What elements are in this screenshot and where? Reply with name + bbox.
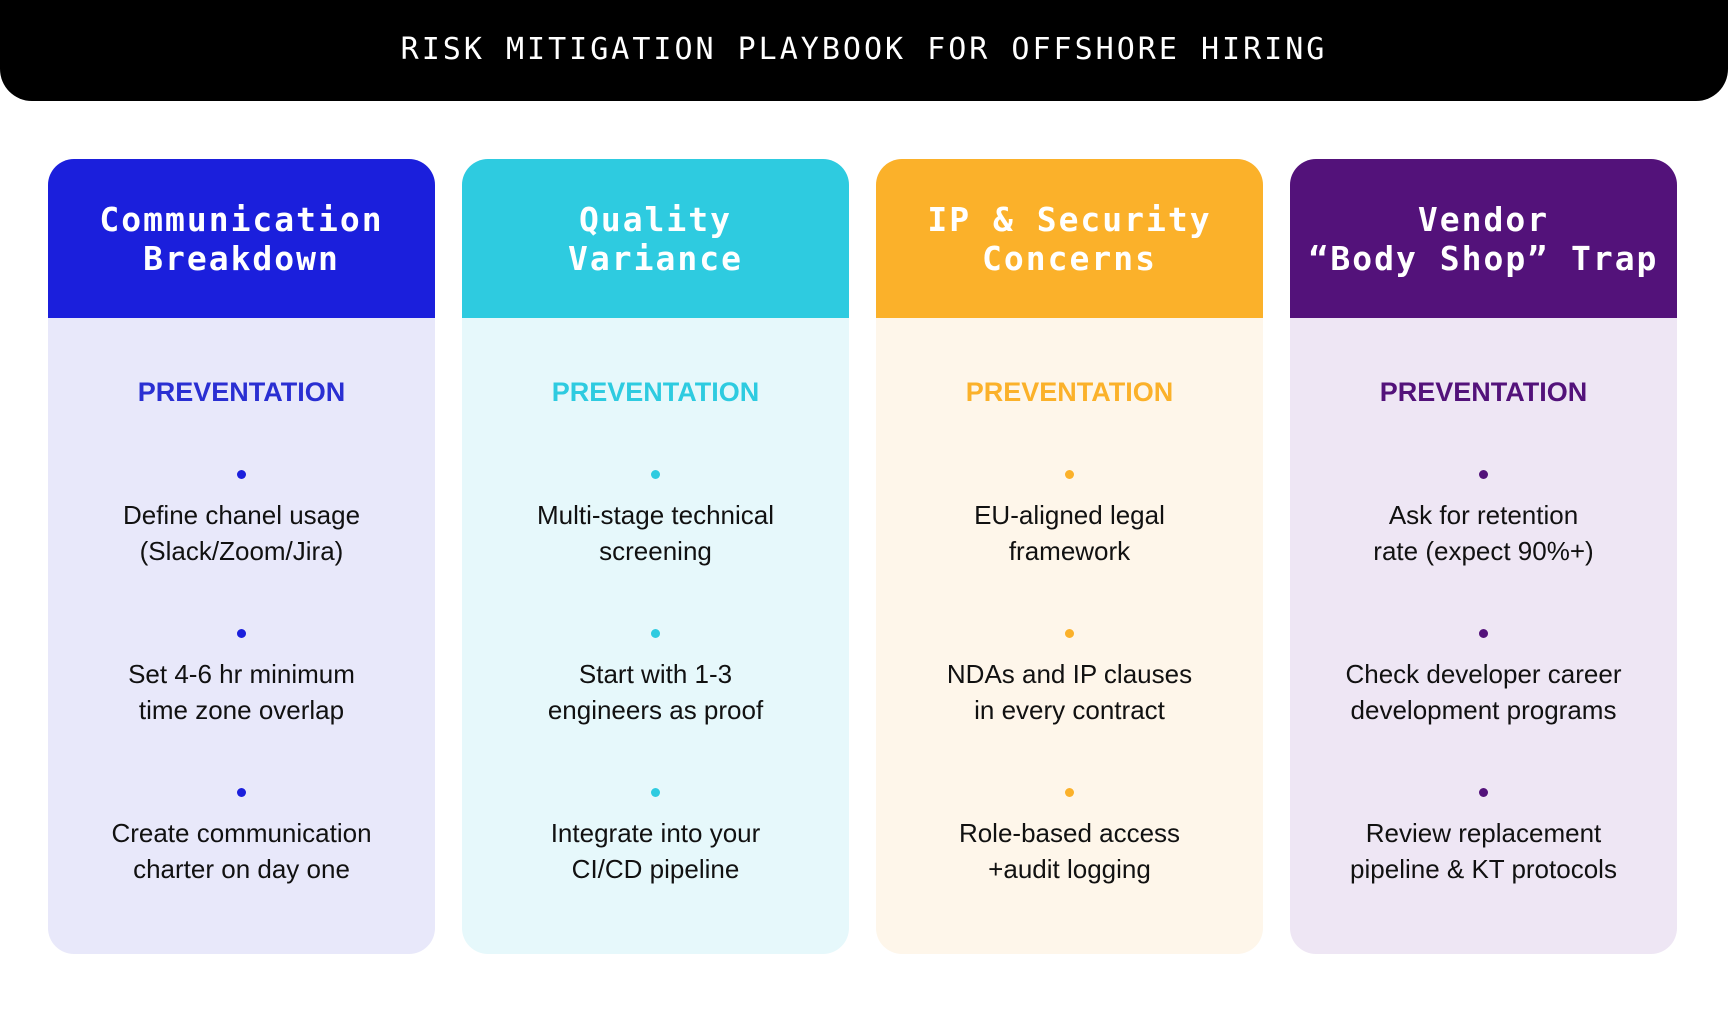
bullet: [1479, 470, 1488, 479]
section-label: PREVENTATION: [1379, 377, 1588, 407]
prevention-item: Create communication charter on day one: [111, 818, 372, 884]
prevention-item: Integrate into your CI/CD pipeline: [550, 818, 761, 884]
risk-card: Communication Breakdown PREVENTATION Defin…: [48, 159, 435, 954]
risk-card: Vendor “Body Shop” Trap PREVENTATION Ask f…: [1290, 159, 1677, 954]
section-label: PREVENTATION: [137, 377, 346, 407]
prevention-item: EU-aligned legal framework: [974, 500, 1165, 566]
prevention-item: Check developer career development progr…: [1345, 659, 1622, 725]
bullet: [1479, 788, 1488, 797]
prevention-item: Set 4-6 hr minimum time zone overlap: [128, 659, 355, 725]
prevention-item: Role-based access +audit logging: [958, 818, 1181, 884]
card-title: Quality Variance: [462, 159, 849, 318]
bullet: [651, 470, 660, 479]
prevention-item: Multi-stage technical screening: [537, 500, 774, 566]
bullet: [237, 470, 246, 479]
bullet: [237, 629, 246, 638]
prevention-item: Define chanel usage (Slack/Zoom/Jira): [122, 500, 361, 566]
bullet: [1065, 470, 1074, 479]
bullet: [1065, 788, 1074, 797]
section-label: PREVENTATION: [965, 377, 1174, 407]
bullet: [651, 629, 660, 638]
title-bar: RISK MITIGATION PLAYBOOK FOR OFFSHORE HI…: [0, 0, 1728, 101]
prevention-item: Review replacement pipeline & KT protoco…: [1350, 818, 1617, 884]
card-title: IP & Security Concerns: [876, 159, 1263, 318]
page-title: RISK MITIGATION PLAYBOOK FOR OFFSHORE HI…: [400, 32, 1328, 67]
bullet: [1479, 629, 1488, 638]
section-label: PREVENTATION: [551, 377, 760, 407]
risk-card: IP & Security Concerns PREVENTATION EU-ali…: [876, 159, 1263, 954]
prevention-item: Ask for retention rate (expect 90%+): [1373, 500, 1594, 566]
prevention-item: Start with 1-3 engineers as proof: [547, 659, 764, 725]
prevention-item: NDAs and IP clauses in every contract: [946, 659, 1193, 725]
card-title: Communication Breakdown: [48, 159, 435, 318]
bullet: [1065, 629, 1074, 638]
bullet: [237, 788, 246, 797]
bullet: [651, 788, 660, 797]
card-title: Vendor “Body Shop” Trap: [1290, 159, 1677, 318]
risk-card: Quality Variance PREVENTATION Multi-stage …: [462, 159, 849, 954]
